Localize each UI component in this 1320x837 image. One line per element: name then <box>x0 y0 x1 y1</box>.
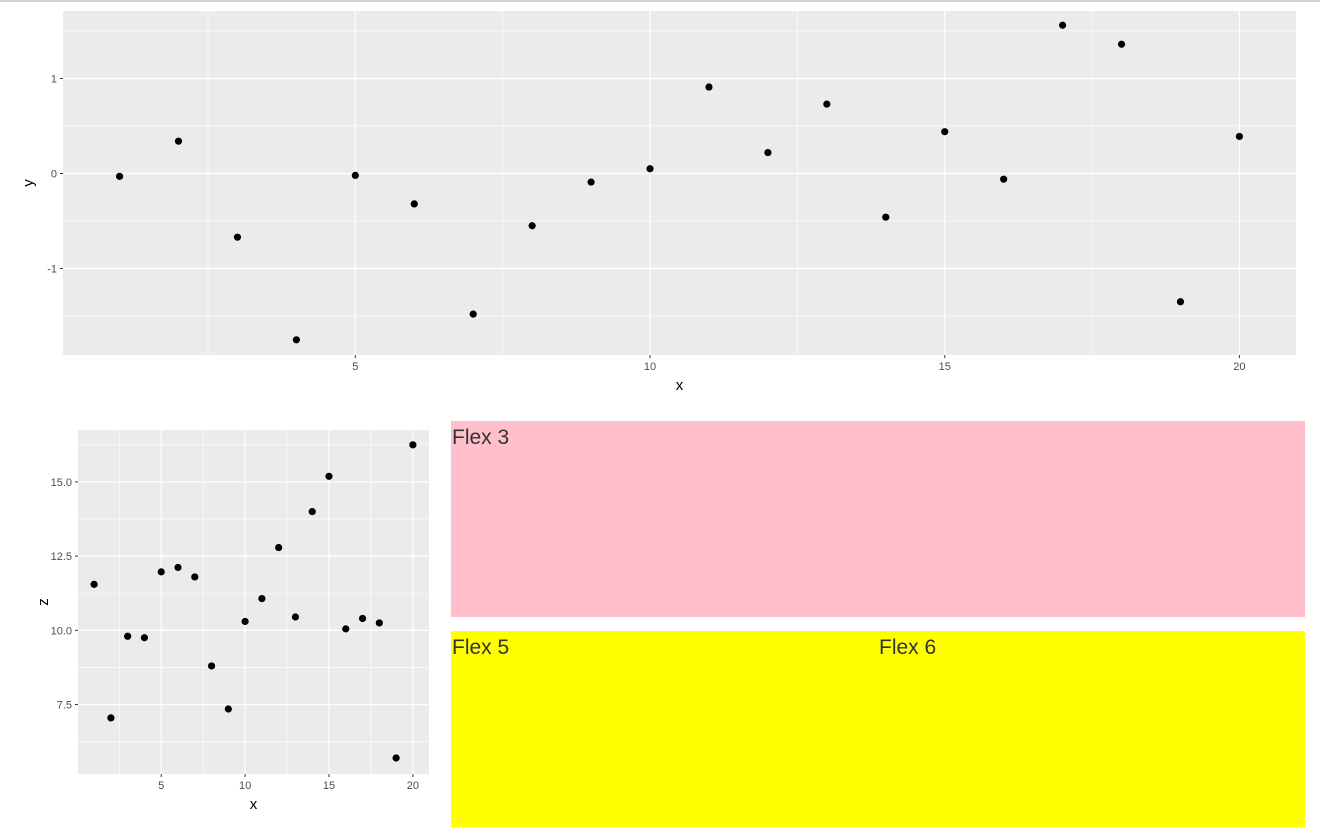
bottom-chart-y-tick-label: 15.0 <box>51 477 72 489</box>
bottom-chart-data-point <box>207 662 216 670</box>
bottom-chart-data-point <box>308 508 316 516</box>
bottom-chart-x-axis-title: x <box>250 796 258 813</box>
bottom-chart-data-point <box>107 714 115 722</box>
bottom-chart-data-point <box>90 580 98 588</box>
bottom-chart-data-point <box>291 613 300 621</box>
top-chart-data-point <box>1117 40 1126 48</box>
bottom-chart-data-point <box>358 614 367 623</box>
top-chart-x-tick-label: 15 <box>939 361 951 373</box>
top-chart-plot-panel <box>63 11 1296 355</box>
flex-3-label: Flex 3 <box>452 426 510 449</box>
top-chart-data-point <box>469 310 477 318</box>
bottom-chart-data-point <box>191 573 199 581</box>
bottom-chart-data-point <box>375 619 383 627</box>
bottom-chart-data-point <box>124 632 132 640</box>
top-chart-data-point <box>941 128 949 136</box>
top-chart-data-point <box>882 213 890 221</box>
flex-5-panel: Flex 5 <box>451 631 878 827</box>
bottom-scatter-chart: 5 10 15 20 7.5 10.0 12.5 15.0 x z <box>35 430 429 813</box>
top-chart-data-point <box>174 137 183 145</box>
bottom-chart-plot-panel <box>78 430 429 774</box>
top-chart-data-point <box>351 171 359 179</box>
bottom-chart-data-point <box>157 568 165 576</box>
bottom-chart-y-tick-label: 7.5 <box>57 700 72 712</box>
flex-5-label: Flex 5 <box>452 636 510 659</box>
bottom-chart-x-tick-label: 5 <box>158 780 164 792</box>
top-chart-data-point <box>410 200 418 208</box>
top-chart-data-point <box>528 222 536 230</box>
bottom-chart-data-point <box>241 617 249 626</box>
top-chart-data-point <box>1000 175 1008 183</box>
bottom-chart-data-point <box>275 543 283 552</box>
flex-6-panel: Flex 6 <box>878 631 1305 827</box>
top-chart-data-point <box>1059 21 1067 29</box>
bottom-chart-x-tick-label: 20 <box>407 780 419 792</box>
top-chart-y-axis-title: y <box>20 179 37 187</box>
bottom-chart-data-point <box>342 625 350 633</box>
bottom-chart-y-tick-label: 10.0 <box>51 625 72 637</box>
bottom-chart-data-point <box>325 472 333 480</box>
bottom-chart-x-tick-label: 15 <box>323 780 335 792</box>
top-chart-y-tick-label: 1 <box>51 73 57 85</box>
bottom-chart-data-point <box>409 441 417 449</box>
top-chart-data-point <box>587 178 595 186</box>
top-chart-data-point <box>233 233 242 241</box>
bottom-chart-x-tick-label: 10 <box>239 780 251 792</box>
bottom-chart-data-point <box>140 634 149 642</box>
bottom-chart-data-point <box>174 563 182 572</box>
bottom-chart-data-point <box>224 705 232 713</box>
bottom-chart-data-point <box>258 594 266 603</box>
top-chart-x-axis-title: x <box>676 377 684 394</box>
bottom-chart-y-tick-label: 12.5 <box>51 551 72 563</box>
top-chart-data-point <box>115 172 124 180</box>
top-chart-y-tick-label: 0 <box>51 168 57 180</box>
top-chart-data-point <box>1176 298 1185 306</box>
top-chart-y-tick-label: -1 <box>47 264 57 276</box>
top-scatter-chart: 5 10 15 20 -1 0 1 x y <box>20 11 1296 394</box>
top-chart-x-tick-label: 10 <box>644 361 656 373</box>
top-chart-data-point <box>705 83 713 91</box>
top-chart-data-point <box>292 336 300 344</box>
bottom-chart-y-axis-title: z <box>35 598 52 606</box>
flex-6-label: Flex 6 <box>879 636 937 659</box>
top-chart-x-tick-label: 20 <box>1233 361 1245 373</box>
top-chart-data-point <box>646 165 654 173</box>
top-chart-data-point <box>764 148 772 157</box>
top-chart-x-tick-label: 5 <box>352 361 358 373</box>
top-chart-data-point <box>823 100 831 108</box>
flex-3-panel: Flex 3 <box>451 421 1305 617</box>
top-chart-data-point <box>1235 132 1244 141</box>
bottom-chart-data-point <box>392 754 400 762</box>
window-top-border <box>0 0 1320 2</box>
